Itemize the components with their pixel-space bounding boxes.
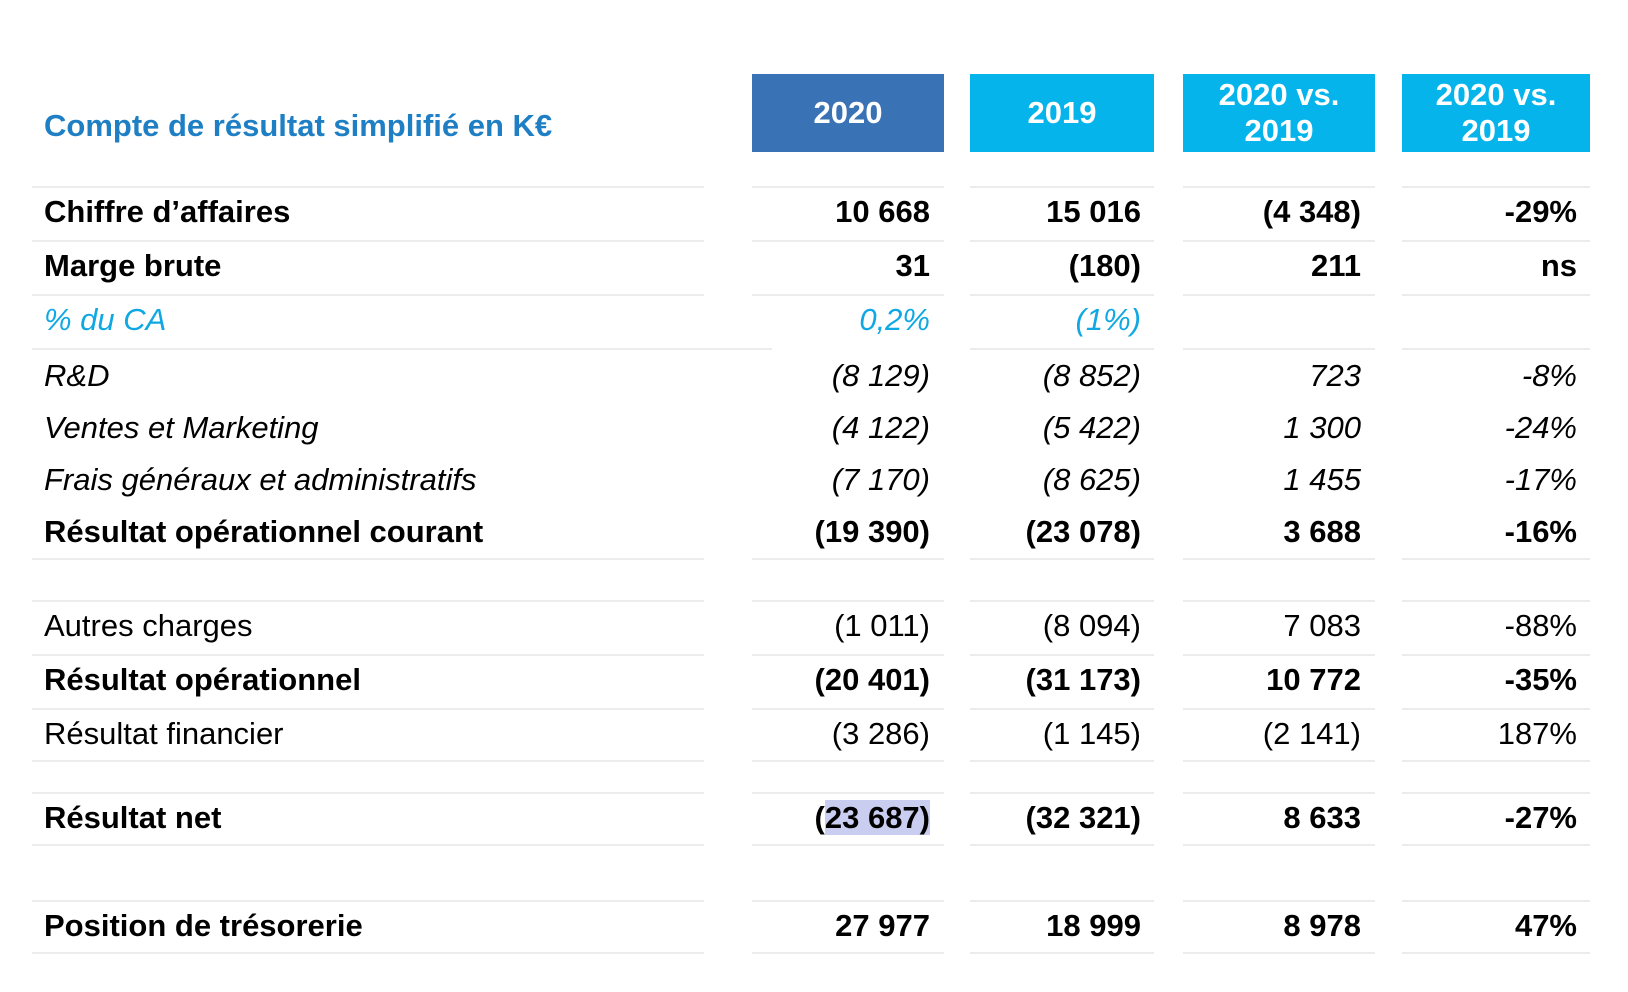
row-label: Autres charges (44, 608, 253, 643)
value-2019: (8 852) (1042, 358, 1141, 393)
table-row: Autres charges (1 011) (8 094) 7 083 -88… (0, 600, 1628, 652)
row-label: Résultat financier (44, 716, 284, 751)
value-2019: 18 999 (1046, 908, 1141, 943)
row-label: Position de trésorerie (44, 908, 363, 943)
header-2020-label: 2020 (813, 95, 883, 130)
value-variation: (2 141) (1262, 716, 1361, 751)
table-row: % du CA 0,2% (1%) (0, 294, 1628, 346)
value-2020: (4 122) (831, 410, 930, 445)
table-row: Position de trésorerie 27 977 18 999 8 9… (0, 900, 1628, 954)
row-label: Résultat opérationnel courant (44, 514, 484, 549)
value-variation: 211 (1310, 248, 1361, 283)
value-variation-pct: -16% (1504, 514, 1577, 549)
value-2020: 10 668 (835, 194, 930, 229)
value-variation-pct: -24% (1504, 410, 1577, 445)
row-label: Résultat opérationnel (44, 662, 361, 697)
value-variation-pct: -17% (1504, 462, 1577, 497)
value-variation-pct: -27% (1504, 800, 1577, 835)
value-2020: (1 011) (834, 608, 930, 643)
value-2019: (8 625) (1042, 462, 1141, 497)
value-variation: (4 348) (1262, 194, 1361, 229)
value-variation: 10 772 (1266, 662, 1361, 697)
value-2019: (31 173) (1025, 662, 1141, 697)
table-row: Frais généraux et administratifs (7 170)… (0, 454, 1628, 506)
header-variation-abs-line2: 2019 (1244, 113, 1314, 148)
header-variation-pct-line1: 2020 vs. (1435, 77, 1557, 112)
value-2020[interactable]: (23 687) (815, 800, 930, 836)
value-2019: (8 094) (1042, 608, 1141, 643)
header-variation-abs: 2020 vs. 2019 (1183, 74, 1375, 152)
row-label: Marge brute (44, 248, 222, 283)
value-2020: (7 170) (831, 462, 930, 497)
value-variation: 8 978 (1283, 908, 1361, 943)
value-2020: (8 129) (831, 358, 930, 393)
table-row: Résultat net (23 687) (32 321) 8 633 -27… (0, 792, 1628, 846)
row-label: Chiffre d’affaires (44, 194, 291, 229)
table-row: Marge brute 31 (180) 211 ns (0, 240, 1628, 292)
table-row: Chiffre d’affaires 10 668 15 016 (4 348)… (0, 186, 1628, 238)
table-row: Résultat opérationnel (20 401) (31 173) … (0, 654, 1628, 706)
value-variation-pct: -88% (1504, 608, 1577, 643)
value-variation-pct: -35% (1504, 662, 1577, 697)
value-2019: (1 145) (1042, 716, 1141, 751)
value-variation-pct: 47% (1514, 908, 1577, 943)
row-label: Résultat net (44, 800, 222, 835)
header-variation-abs-line1: 2020 vs. (1218, 77, 1340, 112)
row-label: R&D (44, 358, 110, 393)
row-label: Ventes et Marketing (44, 410, 319, 445)
selected-text[interactable]: 23 687) (824, 800, 930, 835)
value-variation: 8 633 (1283, 800, 1361, 835)
value-variation: 1 300 (1283, 410, 1361, 445)
header-2020: 2020 (752, 74, 944, 152)
row-label: % du CA (44, 302, 167, 337)
value-2020: 27 977 (835, 908, 930, 943)
value-2020: 0,2% (859, 302, 930, 337)
table-row: R&D (8 129) (8 852) 723 -8% (0, 348, 1628, 402)
table-row: Résultat financier (3 286) (1 145) (2 14… (0, 708, 1628, 762)
header-2019-label: 2019 (1027, 95, 1097, 130)
header-variation-pct-line2: 2019 (1461, 113, 1531, 148)
value-2020: (3 286) (831, 716, 930, 751)
header-2019: 2019 (970, 74, 1154, 152)
value-variation: 3 688 (1283, 514, 1361, 549)
value-variation-pct: ns (1540, 248, 1577, 283)
value-2019: (180) (1068, 248, 1141, 283)
value-variation: 723 (1309, 358, 1361, 393)
value-variation-pct: -8% (1521, 358, 1577, 393)
table-row: Résultat opérationnel courant (19 390) (… (0, 506, 1628, 560)
row-label: Frais généraux et administratifs (44, 462, 477, 497)
value-variation-pct: -29% (1504, 194, 1577, 229)
value-variation: 1 455 (1283, 462, 1361, 497)
value-2019: 15 016 (1046, 194, 1141, 229)
value-variation: 7 083 (1283, 608, 1361, 643)
value-2019: (1%) (1075, 302, 1141, 337)
value-2020: 31 (895, 248, 930, 283)
value-2020-open-paren: ( (814, 800, 825, 835)
value-2019: (32 321) (1025, 800, 1141, 835)
value-variation-pct: 187% (1497, 716, 1577, 751)
table-row: Ventes et Marketing (4 122) (5 422) 1 30… (0, 402, 1628, 454)
value-2019: (5 422) (1042, 410, 1141, 445)
table-title: Compte de résultat simplifié en K€ (44, 108, 553, 143)
value-2020: (19 390) (814, 514, 930, 549)
header-variation-pct: 2020 vs. 2019 (1402, 74, 1590, 152)
value-2020: (20 401) (814, 662, 930, 697)
value-2019: (23 078) (1025, 514, 1141, 549)
